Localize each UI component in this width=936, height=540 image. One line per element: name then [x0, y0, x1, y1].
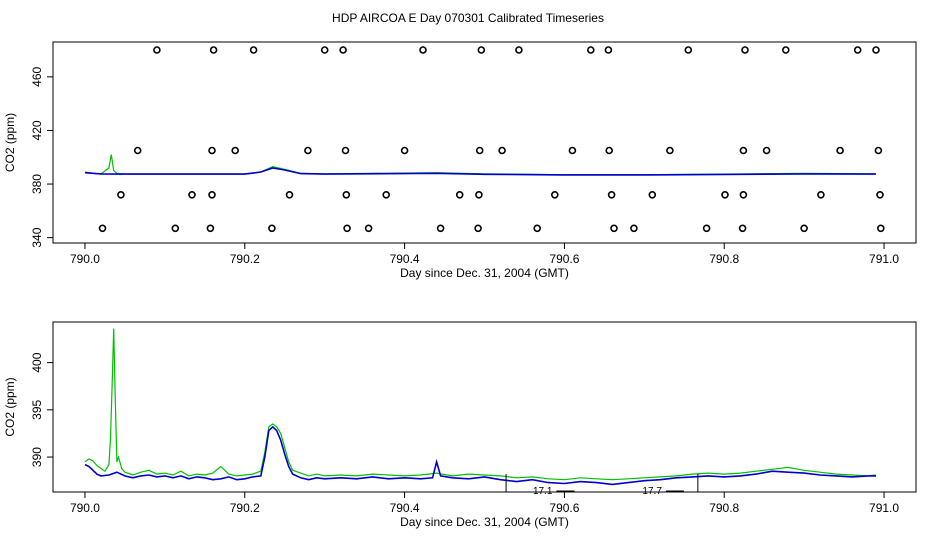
x-tick-label: 790.6: [549, 501, 579, 515]
series-line-blue: [84, 167, 877, 176]
series-line-green: [84, 154, 877, 176]
x-tick-label: 790.6: [549, 252, 579, 266]
data-point: [419, 46, 427, 54]
figure-title: HDP AIRCOA E Day 070301 Calibrated Times…: [332, 11, 604, 25]
data-point: [320, 46, 329, 54]
data-point: [117, 191, 125, 199]
annotation-label: 17.1: [533, 486, 553, 497]
data-point: [741, 46, 749, 54]
x-tick-label: 790.2: [230, 501, 260, 515]
data-point: [188, 191, 196, 199]
data-point: [648, 191, 657, 199]
data-point: [607, 191, 616, 199]
data-point: [133, 146, 142, 155]
data-point: [382, 191, 391, 199]
data-point: [249, 46, 258, 54]
data-point: [721, 191, 729, 199]
series-line-green: [84, 328, 877, 481]
data-point: [604, 46, 613, 54]
data-point: [872, 46, 880, 54]
data-point: [684, 46, 693, 54]
data-point: [400, 146, 409, 155]
data-point: [304, 146, 312, 155]
data-point: [739, 191, 748, 199]
data-point: [568, 146, 577, 155]
data-point: [630, 224, 638, 233]
x-tick-label: 790.8: [709, 252, 739, 266]
data-point: [342, 191, 351, 199]
data-point: [153, 46, 161, 54]
y-tick-label: 420: [30, 120, 44, 140]
data-point: [515, 46, 523, 54]
bottom-panel-axes: 790.0 790.2 790.4 790.6 790.8 791.0 390 395 400: [30, 352, 899, 515]
data-point: [477, 46, 486, 54]
bottom-panel-x-axis-label: Day since Dec. 31, 2004 (GMT): [400, 515, 569, 529]
data-point: [800, 224, 808, 233]
x-tick-label: 791.0: [869, 501, 899, 515]
series-line-blue: [84, 425, 876, 486]
data-point: [853, 46, 862, 54]
data-point: [206, 224, 215, 233]
data-point: [285, 191, 294, 199]
data-point: [341, 146, 350, 155]
data-point: [876, 191, 884, 199]
top-panel-marks: [84, 46, 885, 233]
bottom-panel-marks: 17.1 17.7: [84, 328, 877, 497]
data-point: [550, 191, 559, 199]
data-point: [874, 146, 883, 155]
data-point: [475, 146, 484, 155]
x-tick-label: 790.4: [390, 252, 420, 266]
y-tick-label: 400: [30, 352, 44, 372]
top-panel: 790.0 790.2 790.4 790.6 790.8 791.0 340 380 420 4…: [3, 41, 917, 280]
data-point: [231, 146, 239, 155]
data-point: [876, 224, 885, 233]
data-point: [762, 146, 771, 155]
y-tick-label: 390: [30, 447, 44, 467]
data-point: [343, 224, 351, 233]
data-point: [498, 146, 506, 155]
x-tick-label: 790.0: [70, 252, 100, 266]
top-panel-y-axis-label: CO2 (ppm): [3, 113, 17, 172]
y-tick-label: 380: [30, 174, 44, 194]
y-tick-label: 340: [30, 227, 44, 247]
data-point: [781, 46, 790, 54]
top-panel-frame: [52, 41, 917, 244]
data-point: [209, 46, 218, 54]
top-panel-x-axis-label: Day since Dec. 31, 2004 (GMT): [400, 266, 569, 280]
data-point: [208, 191, 216, 199]
data-point: [739, 146, 748, 155]
data-point: [836, 146, 844, 155]
x-tick-label: 790.0: [70, 501, 100, 515]
data-point: [436, 224, 445, 233]
data-point: [533, 224, 542, 233]
data-point: [475, 191, 483, 199]
data-point: [171, 224, 180, 233]
data-point: [586, 46, 595, 54]
data-point: [339, 46, 347, 54]
data-point: [738, 224, 747, 233]
data-point: [208, 146, 216, 155]
data-point: [455, 191, 464, 199]
top-panel-axes: 790.0 790.2 790.4 790.6 790.8 791.0 340 380 420 4…: [30, 67, 899, 266]
data-point: [666, 146, 674, 155]
data-point: [605, 146, 614, 155]
bottom-panel-y-axis-label: CO2 (ppm): [3, 377, 17, 436]
y-tick-label: 395: [30, 400, 44, 420]
data-point: [817, 191, 825, 199]
data-point: [364, 224, 373, 233]
y-tick-label: 460: [30, 67, 44, 87]
data-point: [268, 224, 276, 233]
x-tick-label: 790.2: [230, 252, 260, 266]
annotation-label: 17.7: [642, 486, 662, 497]
data-point: [702, 224, 711, 233]
x-tick-label: 791.0: [869, 252, 899, 266]
x-tick-label: 790.4: [390, 501, 420, 515]
data-point: [98, 224, 107, 233]
bottom-panel: 790.0 790.2 790.4 790.6 790.8 791.0390395400 …: [3, 321, 917, 529]
data-point: [474, 224, 482, 233]
data-point: [610, 224, 618, 233]
bottom-panel-frame: [52, 321, 917, 493]
x-tick-label: 790.8: [709, 501, 739, 515]
